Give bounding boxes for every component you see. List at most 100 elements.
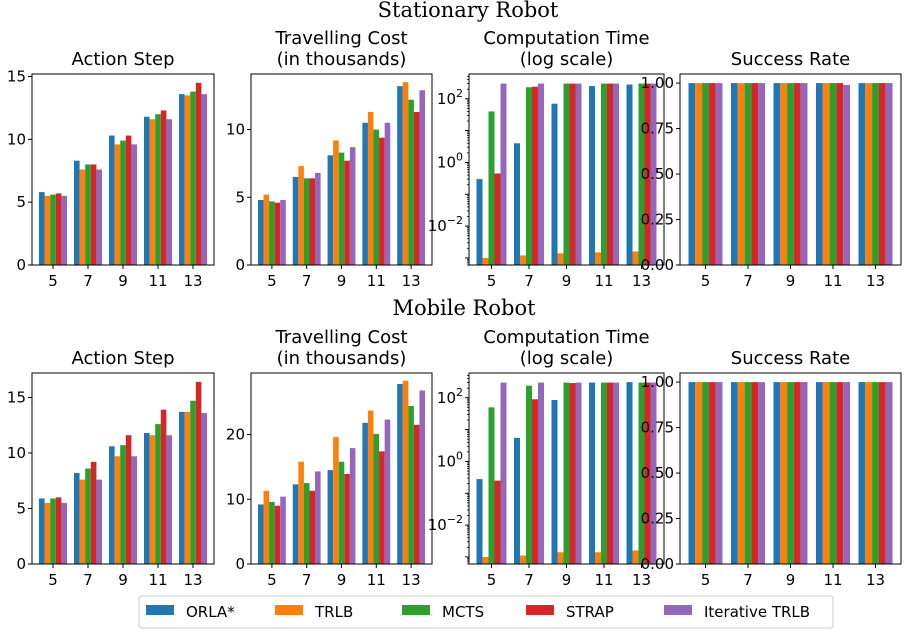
x-tick-label: 7 — [524, 272, 534, 290]
bar-strap-13 — [195, 82, 202, 265]
bar-iterative-trlb-9 — [800, 382, 808, 564]
x-tick-label: 7 — [302, 272, 312, 290]
bar-trlb-11 — [149, 435, 156, 564]
bar-mcts-13 — [408, 406, 414, 564]
bar-trlb-13 — [865, 382, 873, 564]
bar-trlb-9 — [780, 83, 788, 265]
x-tick-label: 9 — [337, 571, 347, 589]
bar-iterative-trlb-13 — [885, 382, 893, 564]
x-tick-label: 11 — [367, 272, 386, 290]
y-tick-label: 0.50 — [641, 165, 674, 183]
bar-strap-7 — [751, 382, 759, 564]
bar-iterative-trlb-11 — [166, 435, 172, 564]
bar-mcts-11 — [829, 83, 837, 265]
x-tick-label: 11 — [594, 272, 613, 290]
bar-iterative-trlb-7 — [315, 172, 321, 265]
bar-iterative-trlb-5 — [61, 195, 67, 265]
bar-iterative-trlb-5 — [280, 199, 286, 265]
bar-trlb-5 — [44, 502, 51, 564]
y-tick-label: 0.75 — [641, 120, 674, 138]
y-tick-label: 0.75 — [641, 419, 674, 437]
bar-mcts-5 — [269, 201, 275, 265]
y-tick-label: 10 — [7, 444, 26, 462]
bar-iterative-trlb-13 — [419, 90, 426, 265]
bar-strap-7 — [90, 461, 97, 564]
bar-trlb-5 — [482, 257, 489, 265]
bar-trlb-7 — [737, 382, 745, 564]
bar-mcts-13 — [408, 99, 414, 266]
bar-orla--13 — [858, 83, 866, 265]
bar-trlb-13 — [865, 83, 873, 265]
bar-iterative-trlb-11 — [384, 122, 391, 266]
bar-strap-11 — [607, 382, 613, 564]
x-tick-label: 9 — [118, 272, 128, 290]
bar-trlb-13 — [402, 380, 409, 564]
bar-mcts-9 — [563, 382, 570, 564]
y-tick-label: 5 — [16, 193, 26, 211]
bar-trlb-7 — [298, 166, 304, 265]
bar-orla--13 — [626, 84, 633, 265]
panel-title: (in thousands) — [277, 49, 407, 70]
x-tick-label: 7 — [83, 571, 93, 589]
bar-trlb-11 — [822, 382, 830, 564]
bar-iterative-trlb-9 — [131, 144, 137, 265]
bar-strap-5 — [55, 193, 62, 266]
bar-iterative-trlb-11 — [843, 84, 850, 265]
bar-orla--11 — [589, 86, 595, 265]
bar-trlb-5 — [263, 194, 270, 265]
bar-strap-5 — [708, 83, 716, 265]
bar-trlb-9 — [114, 456, 121, 564]
y-tick-label: 0.25 — [641, 510, 674, 528]
bar-mcts-9 — [787, 83, 794, 265]
legend-swatch-iterative-trlb — [664, 605, 692, 615]
bar-strap-5 — [274, 505, 281, 564]
y-tick-label: 0 — [16, 256, 26, 274]
bar-trlb-11 — [595, 252, 601, 265]
bar-strap-9 — [125, 135, 132, 265]
panel-title: (log scale) — [520, 49, 614, 70]
bar-mcts-7 — [744, 382, 752, 564]
bar-trlb-9 — [333, 140, 339, 265]
bar-iterative-trlb-11 — [843, 382, 850, 564]
panel-stationary-4: Success Rate 5 7 9 11 13 0.00 0.25 0.50 0.75 1.00 — [641, 49, 902, 290]
x-tick-label: 11 — [823, 571, 842, 589]
x-tick-label: 13 — [402, 272, 421, 290]
panel-mobile-3: Computation Time(log scale) 5 7 9 11 13 10−2 10… — [428, 327, 665, 589]
bar-trlb-13 — [402, 82, 409, 265]
bar-trlb-7 — [737, 83, 745, 265]
bar-iterative-trlb-13 — [419, 390, 426, 564]
bar-strap-13 — [878, 382, 886, 564]
y-tick-label: 0 — [16, 555, 26, 573]
bar-orla--13 — [397, 86, 403, 265]
bar-trlb-13 — [184, 95, 191, 265]
bar-orla--7 — [292, 176, 299, 265]
y-tick-label: 0.00 — [641, 256, 674, 274]
x-tick-label: 11 — [148, 272, 167, 290]
bar-trlb-7 — [79, 169, 86, 265]
bar-strap-5 — [494, 173, 501, 265]
bar-iterative-trlb-5 — [715, 382, 723, 564]
bar-mcts-11 — [601, 382, 607, 564]
bar-iterative-trlb-9 — [800, 83, 808, 265]
bar-trlb-11 — [367, 111, 374, 266]
bar-strap-13 — [878, 83, 886, 265]
y-tick-label: 10 — [226, 121, 245, 139]
bar-orla--7 — [514, 143, 520, 265]
bar-orla--9 — [773, 83, 781, 265]
bar-strap-5 — [274, 202, 281, 265]
bar-strap-11 — [160, 409, 167, 564]
bar-iterative-trlb-11 — [384, 419, 391, 564]
y-tick-label: 0.00 — [641, 555, 674, 573]
y-tick-label: 102 — [437, 386, 463, 407]
bar-strap-9 — [569, 383, 576, 564]
x-tick-label: 11 — [148, 571, 167, 589]
bar-iterative-trlb-9 — [349, 448, 356, 564]
bar-mcts-9 — [338, 461, 345, 564]
bar-strap-13 — [413, 424, 420, 564]
bar-strap-11 — [836, 382, 844, 564]
x-tick-label: 5 — [701, 571, 711, 589]
bar-mcts-11 — [155, 424, 161, 564]
y-tick-label: 5 — [235, 188, 245, 206]
x-tick-label: 7 — [743, 571, 753, 589]
bar-orla--13 — [858, 382, 866, 564]
